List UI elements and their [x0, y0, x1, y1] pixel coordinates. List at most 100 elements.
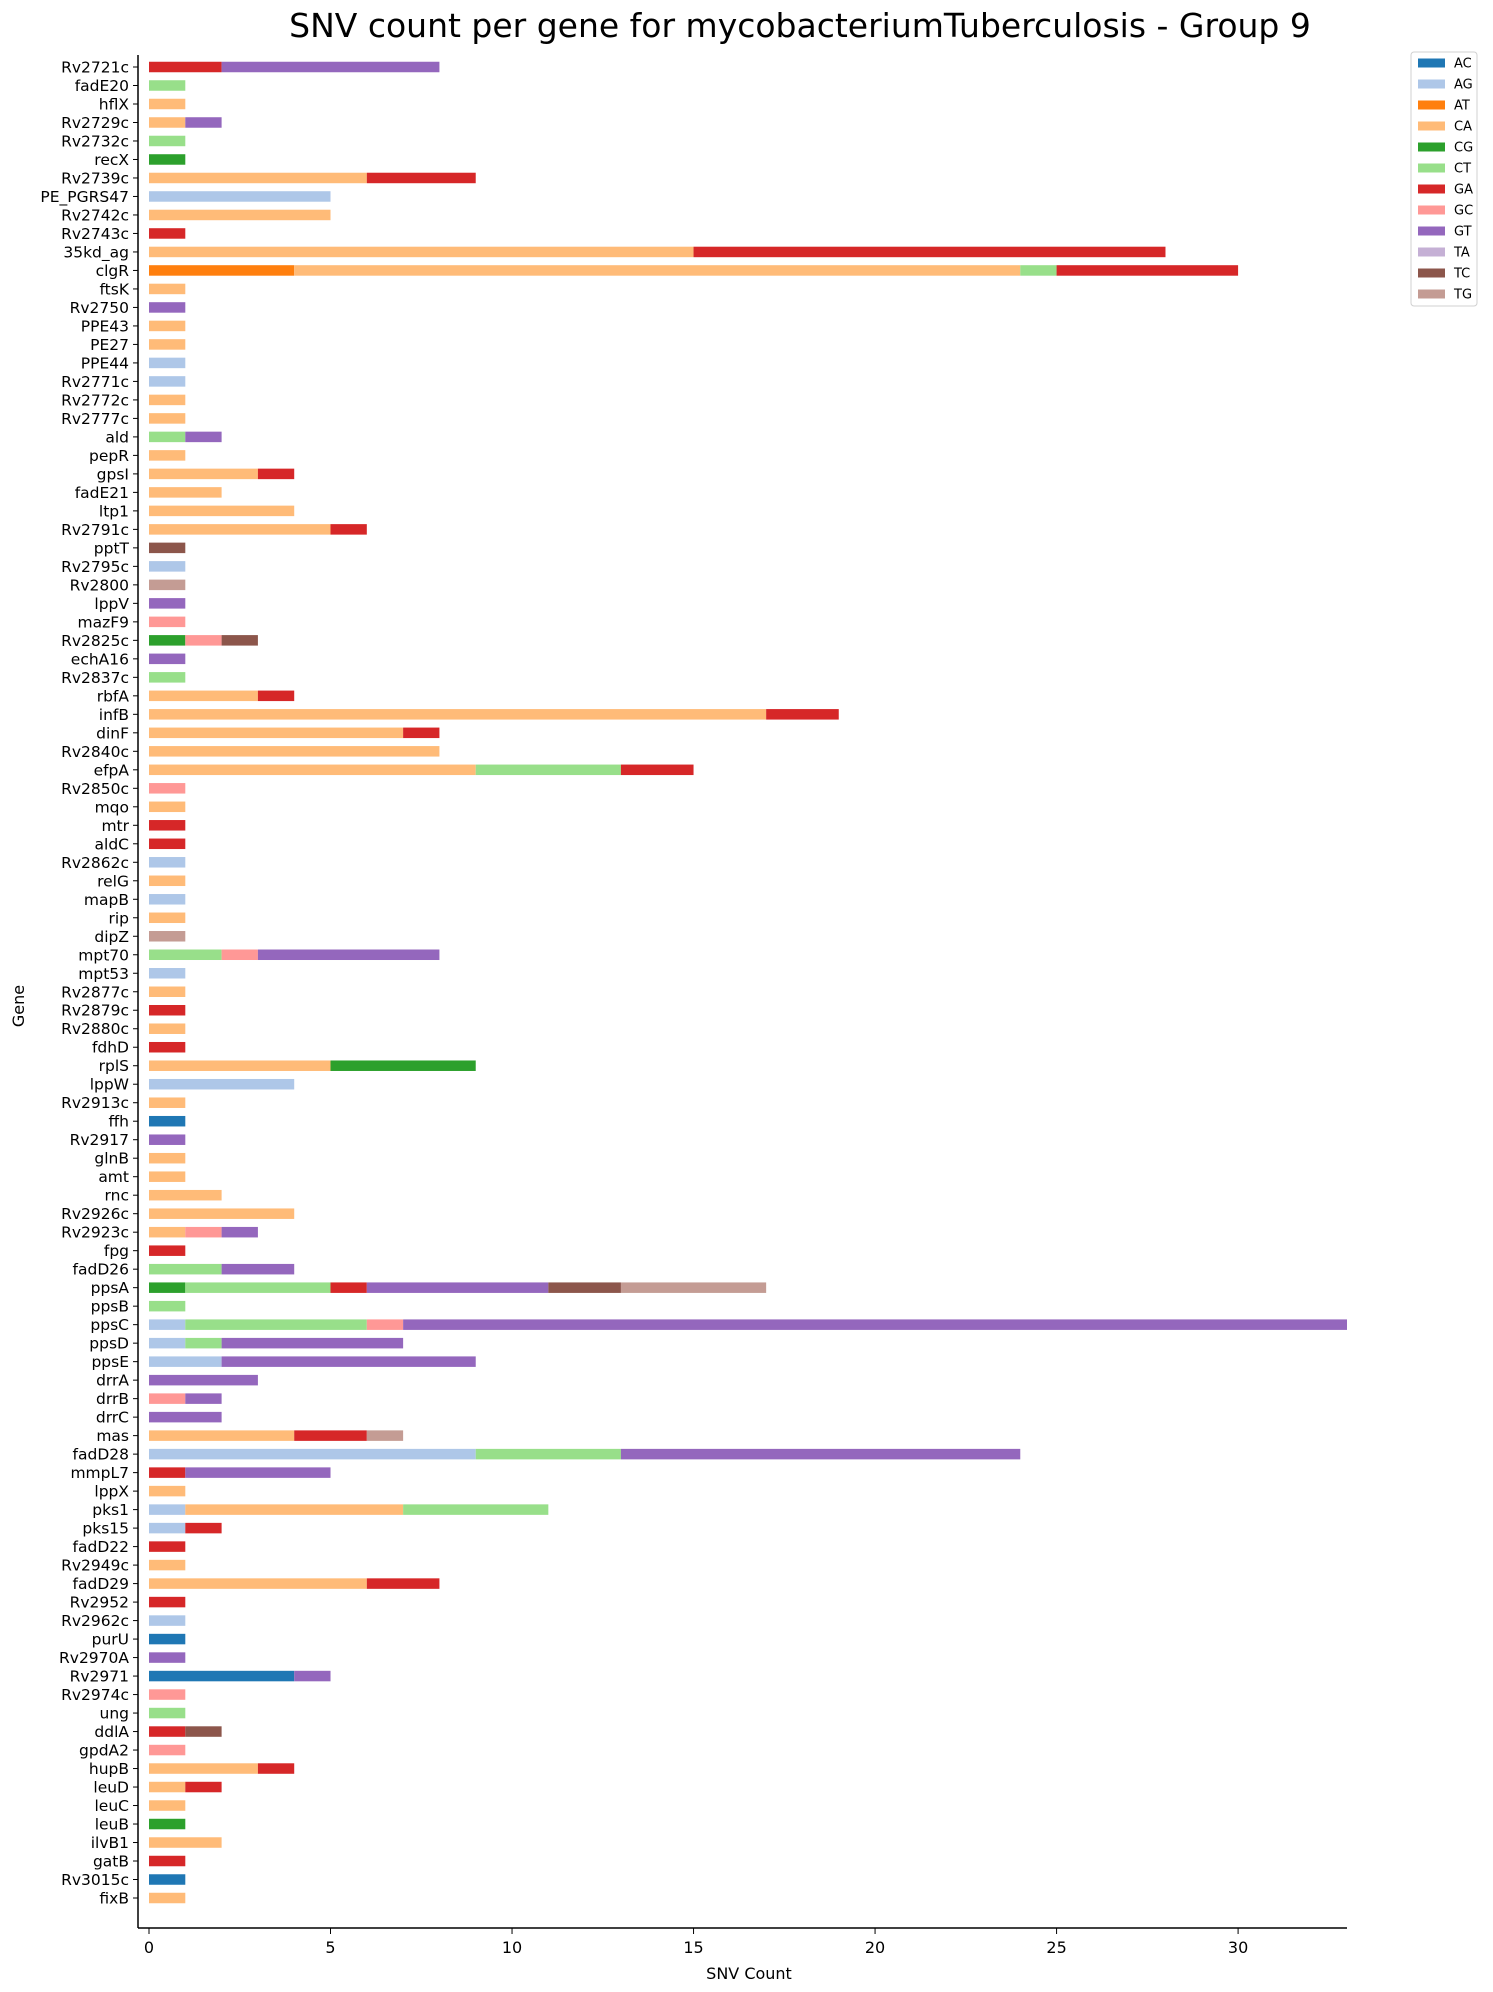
y-tick-label: Rv2837c	[61, 669, 129, 687]
y-tick-label: dipZ	[94, 928, 129, 946]
bar-segment	[149, 1892, 186, 1904]
bar-segment	[149, 172, 367, 184]
legend-label: TG	[1453, 288, 1472, 303]
bar-segment	[149, 1430, 295, 1441]
y-tick-label: fadD22	[73, 1538, 129, 1556]
y-tick-label: dinF	[96, 724, 129, 742]
bar-segment	[149, 598, 186, 609]
bar-segment	[221, 61, 440, 73]
bar-segment	[149, 949, 222, 961]
y-tick-label: fadD29	[73, 1575, 129, 1593]
y-tick-label: mas	[96, 1427, 129, 1445]
bar-segment	[403, 727, 440, 739]
y-tick-label: Rv2974c	[61, 1686, 129, 1704]
y-tick-label: Rv2949c	[61, 1557, 129, 1575]
bar-segment	[149, 1060, 331, 1071]
bar-segment	[149, 653, 186, 665]
legend-frame	[1410, 51, 1478, 307]
y-tick-label: leuC	[95, 1797, 130, 1815]
y-tick-label: gatB	[93, 1853, 129, 1871]
bar-segment	[257, 1763, 295, 1774]
y-tick-label: ppsB	[91, 1298, 129, 1316]
y-tick-label: pepR	[89, 447, 129, 465]
y-tick-label: Rv2913c	[61, 1094, 129, 1112]
bar-segment	[149, 1578, 367, 1589]
bar-segment	[548, 1282, 621, 1293]
y-tick-label: clgR	[96, 262, 130, 280]
y-tick-label: Rv2791c	[61, 521, 129, 539]
bar-segment	[149, 635, 186, 646]
bar-segment	[185, 1467, 331, 1478]
legend-label: AT	[1454, 99, 1470, 114]
bar-segment	[149, 80, 186, 91]
bar-segment	[149, 524, 331, 535]
bar-segment	[149, 1485, 186, 1497]
bar-segment	[149, 727, 404, 739]
legend-label: CA	[1454, 120, 1472, 135]
bar-segment	[149, 1615, 186, 1626]
bar-segment	[257, 690, 295, 702]
bar-segment	[149, 1208, 295, 1219]
y-tick-label: fdhD	[92, 1039, 129, 1057]
y-tick-label: Rv2743c	[61, 225, 129, 243]
y-tick-label: pks1	[92, 1501, 129, 1519]
x-tick-label: 25	[1046, 1938, 1066, 1957]
bar-segment	[149, 228, 186, 239]
legend: AC AG AT CA CG CT GA GC GT TA TC TG	[1410, 51, 1478, 307]
bar-segment	[149, 1282, 186, 1293]
bar-segment	[221, 635, 258, 646]
y-tick-label: mpt53	[78, 965, 129, 983]
y-tick-label: Rv2771c	[61, 373, 129, 391]
legend-label: CG	[1454, 141, 1473, 156]
x-tick-label: 0	[144, 1938, 154, 1957]
bar-segment	[149, 1411, 222, 1423]
y-tick-label: rnc	[105, 1187, 129, 1205]
y-tick-label: lppV	[94, 595, 129, 613]
bar-segment	[185, 1522, 222, 1534]
bar-segment	[149, 1356, 222, 1367]
x-axis-ticks: 0 5 10 15 20 25 30	[144, 1928, 1248, 1957]
bar-segment	[149, 209, 331, 221]
y-tick-label: Rv3015c	[61, 1871, 129, 1889]
y-tick-label: pks15	[82, 1520, 129, 1538]
bar-segment	[149, 1744, 186, 1756]
bar-segment	[149, 1633, 186, 1645]
y-tick-label: ddlA	[94, 1723, 129, 1741]
bar-segment	[185, 1226, 222, 1238]
bar-segment	[149, 135, 186, 147]
bar-segment	[221, 1356, 476, 1367]
y-tick-label: Rv2795c	[61, 558, 129, 576]
bar-segment	[257, 949, 440, 961]
bar-segment	[149, 894, 186, 905]
legend-label: GC	[1454, 204, 1473, 219]
bar-segment	[693, 246, 1166, 258]
y-tick-label: glnB	[94, 1150, 129, 1168]
bar-segment	[149, 431, 186, 443]
y-tick-label: mqo	[95, 798, 129, 816]
bar-segment	[149, 487, 222, 498]
bar-segment	[149, 1818, 186, 1830]
y-tick-label: drrC	[96, 1409, 129, 1427]
bar-segment	[149, 783, 186, 794]
y-tick-label: mpt70	[78, 946, 129, 964]
y-tick-label: Rv2926c	[61, 1205, 129, 1223]
y-tick-label: lppX	[94, 1483, 129, 1501]
legend-swatch	[1418, 184, 1445, 194]
y-tick-label: hupB	[89, 1760, 129, 1778]
y-tick-label: Rv2850c	[61, 780, 129, 798]
bar-segment	[149, 154, 186, 165]
bar-segment	[149, 690, 258, 702]
legend-swatch	[1418, 289, 1445, 299]
y-tick-label: ppsC	[90, 1316, 129, 1334]
legend-swatch	[1418, 205, 1445, 215]
bar-segment	[149, 1263, 222, 1275]
bar-segment	[294, 1430, 367, 1441]
bar-segment	[149, 246, 694, 258]
bar-segment	[366, 1319, 404, 1330]
y-tick-label: pptT	[94, 539, 130, 557]
bar-segment	[185, 431, 222, 443]
bar-segment	[149, 1041, 186, 1053]
y-tick-label: hflX	[99, 95, 130, 113]
bar-segment	[149, 1337, 186, 1349]
x-tick-label: 10	[502, 1938, 522, 1957]
